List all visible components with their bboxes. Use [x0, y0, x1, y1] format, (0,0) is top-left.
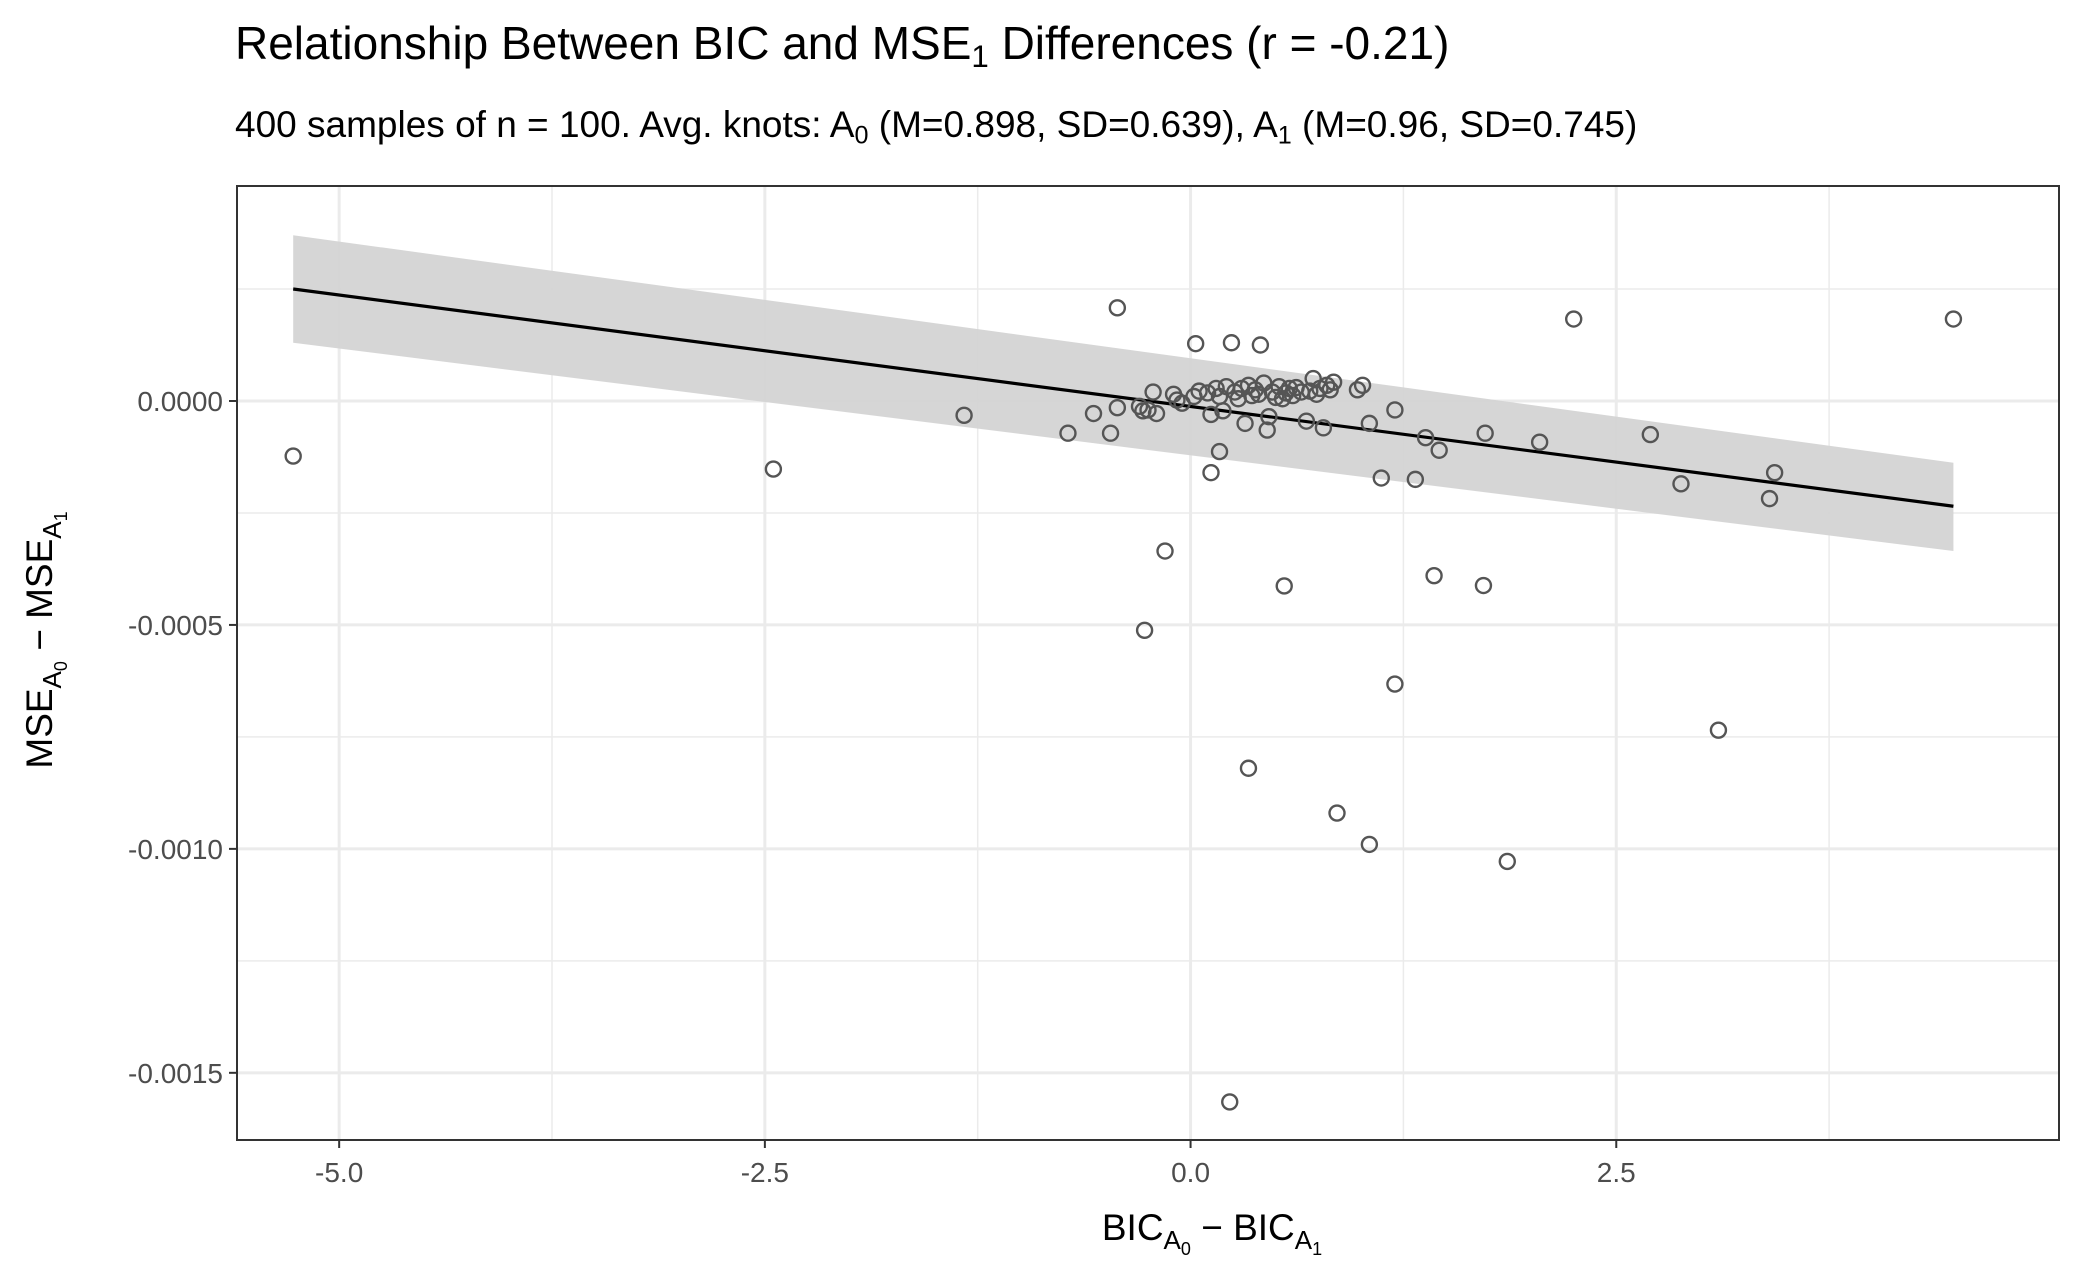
y-axis-title: MSEA0 − MSEA1: [19, 511, 71, 768]
data-point: [284, 447, 302, 465]
data-point: [1314, 419, 1333, 437]
confidence-band-area: [293, 235, 1954, 552]
confidence-band: [293, 235, 1954, 552]
data-point: [1672, 475, 1690, 493]
data-point: [1297, 412, 1316, 430]
data-point: [1275, 577, 1293, 595]
y-tick-label: 0.0000: [137, 386, 223, 417]
title-subscript: 1: [971, 38, 989, 74]
data-point: [1130, 397, 1149, 416]
data-point: [1353, 376, 1372, 395]
data-point: [1221, 1093, 1239, 1111]
data-point: [1258, 421, 1276, 439]
panel-border: [236, 185, 2060, 1141]
subtitle-middle: (M=0.898, SD=0.639), A: [868, 104, 1278, 145]
x-tick-label: -2.5: [741, 1157, 789, 1188]
data-point: [1430, 441, 1448, 459]
data-point: [1348, 381, 1367, 399]
data-point: [1360, 835, 1379, 854]
data-point: [1059, 424, 1077, 442]
data-point: [1425, 566, 1443, 585]
data-point: [1251, 336, 1270, 354]
chart-title: Relationship Between BIC and MSE1 Differ…: [235, 16, 1450, 72]
subtitle-suffix: (M=0.96, SD=0.745): [1291, 104, 1638, 145]
data-point: [1210, 442, 1229, 461]
data-point: [1406, 470, 1425, 489]
data-point: [1144, 383, 1162, 401]
data-point: [1101, 424, 1120, 442]
y-tick-label: -0.0010: [128, 834, 223, 865]
data-point: [1190, 382, 1208, 400]
data-point: [1267, 388, 1285, 407]
data-point: [1222, 334, 1241, 352]
subtitle-text: 400 samples of n = 100. Avg. knots: A: [235, 104, 855, 145]
data-point: [1108, 299, 1127, 317]
data-point: [1386, 401, 1404, 419]
data-point: [1186, 334, 1205, 353]
data-point: [764, 460, 783, 478]
data-point: [1207, 379, 1225, 398]
data-point: [1416, 429, 1435, 447]
data-point: [1260, 407, 1278, 426]
title-text: Relationship Between BIC and MSE: [235, 17, 972, 69]
data-point: [1328, 804, 1346, 822]
data-point: [1284, 386, 1302, 405]
regression-line: [292, 287, 1954, 508]
data-point: [1156, 542, 1174, 560]
data-point: [1641, 425, 1660, 444]
data-point: [1709, 721, 1728, 739]
trend-line: [292, 287, 1954, 508]
data-point: [1324, 373, 1343, 391]
data-point: [1202, 463, 1220, 482]
data-point: [1386, 675, 1404, 693]
y-tick-label: -0.0015: [128, 1058, 223, 1089]
data-point: [1760, 489, 1779, 508]
data-point: [1239, 759, 1258, 777]
data-point: [1474, 576, 1493, 595]
data-point: [1530, 433, 1549, 451]
data-point: [1108, 399, 1127, 417]
data-point: [1084, 404, 1103, 423]
data-point: [1135, 621, 1154, 640]
x-axis-title: BICA0 − BICA1: [1102, 1207, 1322, 1259]
data-point: [1944, 310, 1963, 328]
data-point: [1198, 384, 1217, 402]
title-suffix: Differences (r = -0.21): [988, 17, 1450, 69]
data-point: [1236, 414, 1254, 433]
data-points: [284, 299, 1963, 1111]
data-point: [1214, 402, 1232, 420]
subtitle-subscript-0: 0: [854, 121, 869, 150]
chart-subtitle: 400 samples of n = 100. Avg. knots: A0 (…: [235, 104, 1638, 150]
data-point: [955, 406, 973, 425]
y-tick-label: -0.0005: [128, 610, 223, 641]
data-point: [1360, 414, 1379, 433]
data-point: [1476, 424, 1494, 442]
data-point: [1202, 405, 1220, 424]
data-point: [1147, 404, 1166, 423]
x-axis-ticks: -5.0 -2.5 0.0 2.5: [315, 1140, 1636, 1188]
data-point: [1498, 852, 1516, 871]
x-tick-label: 2.5: [1597, 1157, 1636, 1188]
subtitle-subscript-1: 1: [1277, 121, 1292, 150]
x-tick-label: -5.0: [315, 1157, 363, 1188]
data-point: [1139, 401, 1157, 419]
data-point: [1372, 469, 1390, 487]
x-tick-label: 0.0: [1171, 1157, 1210, 1188]
data-point: [1565, 310, 1583, 328]
data-point: [1765, 463, 1784, 482]
y-axis-ticks: 0.0000 -0.0005 -0.0010 -0.0015: [128, 386, 237, 1089]
